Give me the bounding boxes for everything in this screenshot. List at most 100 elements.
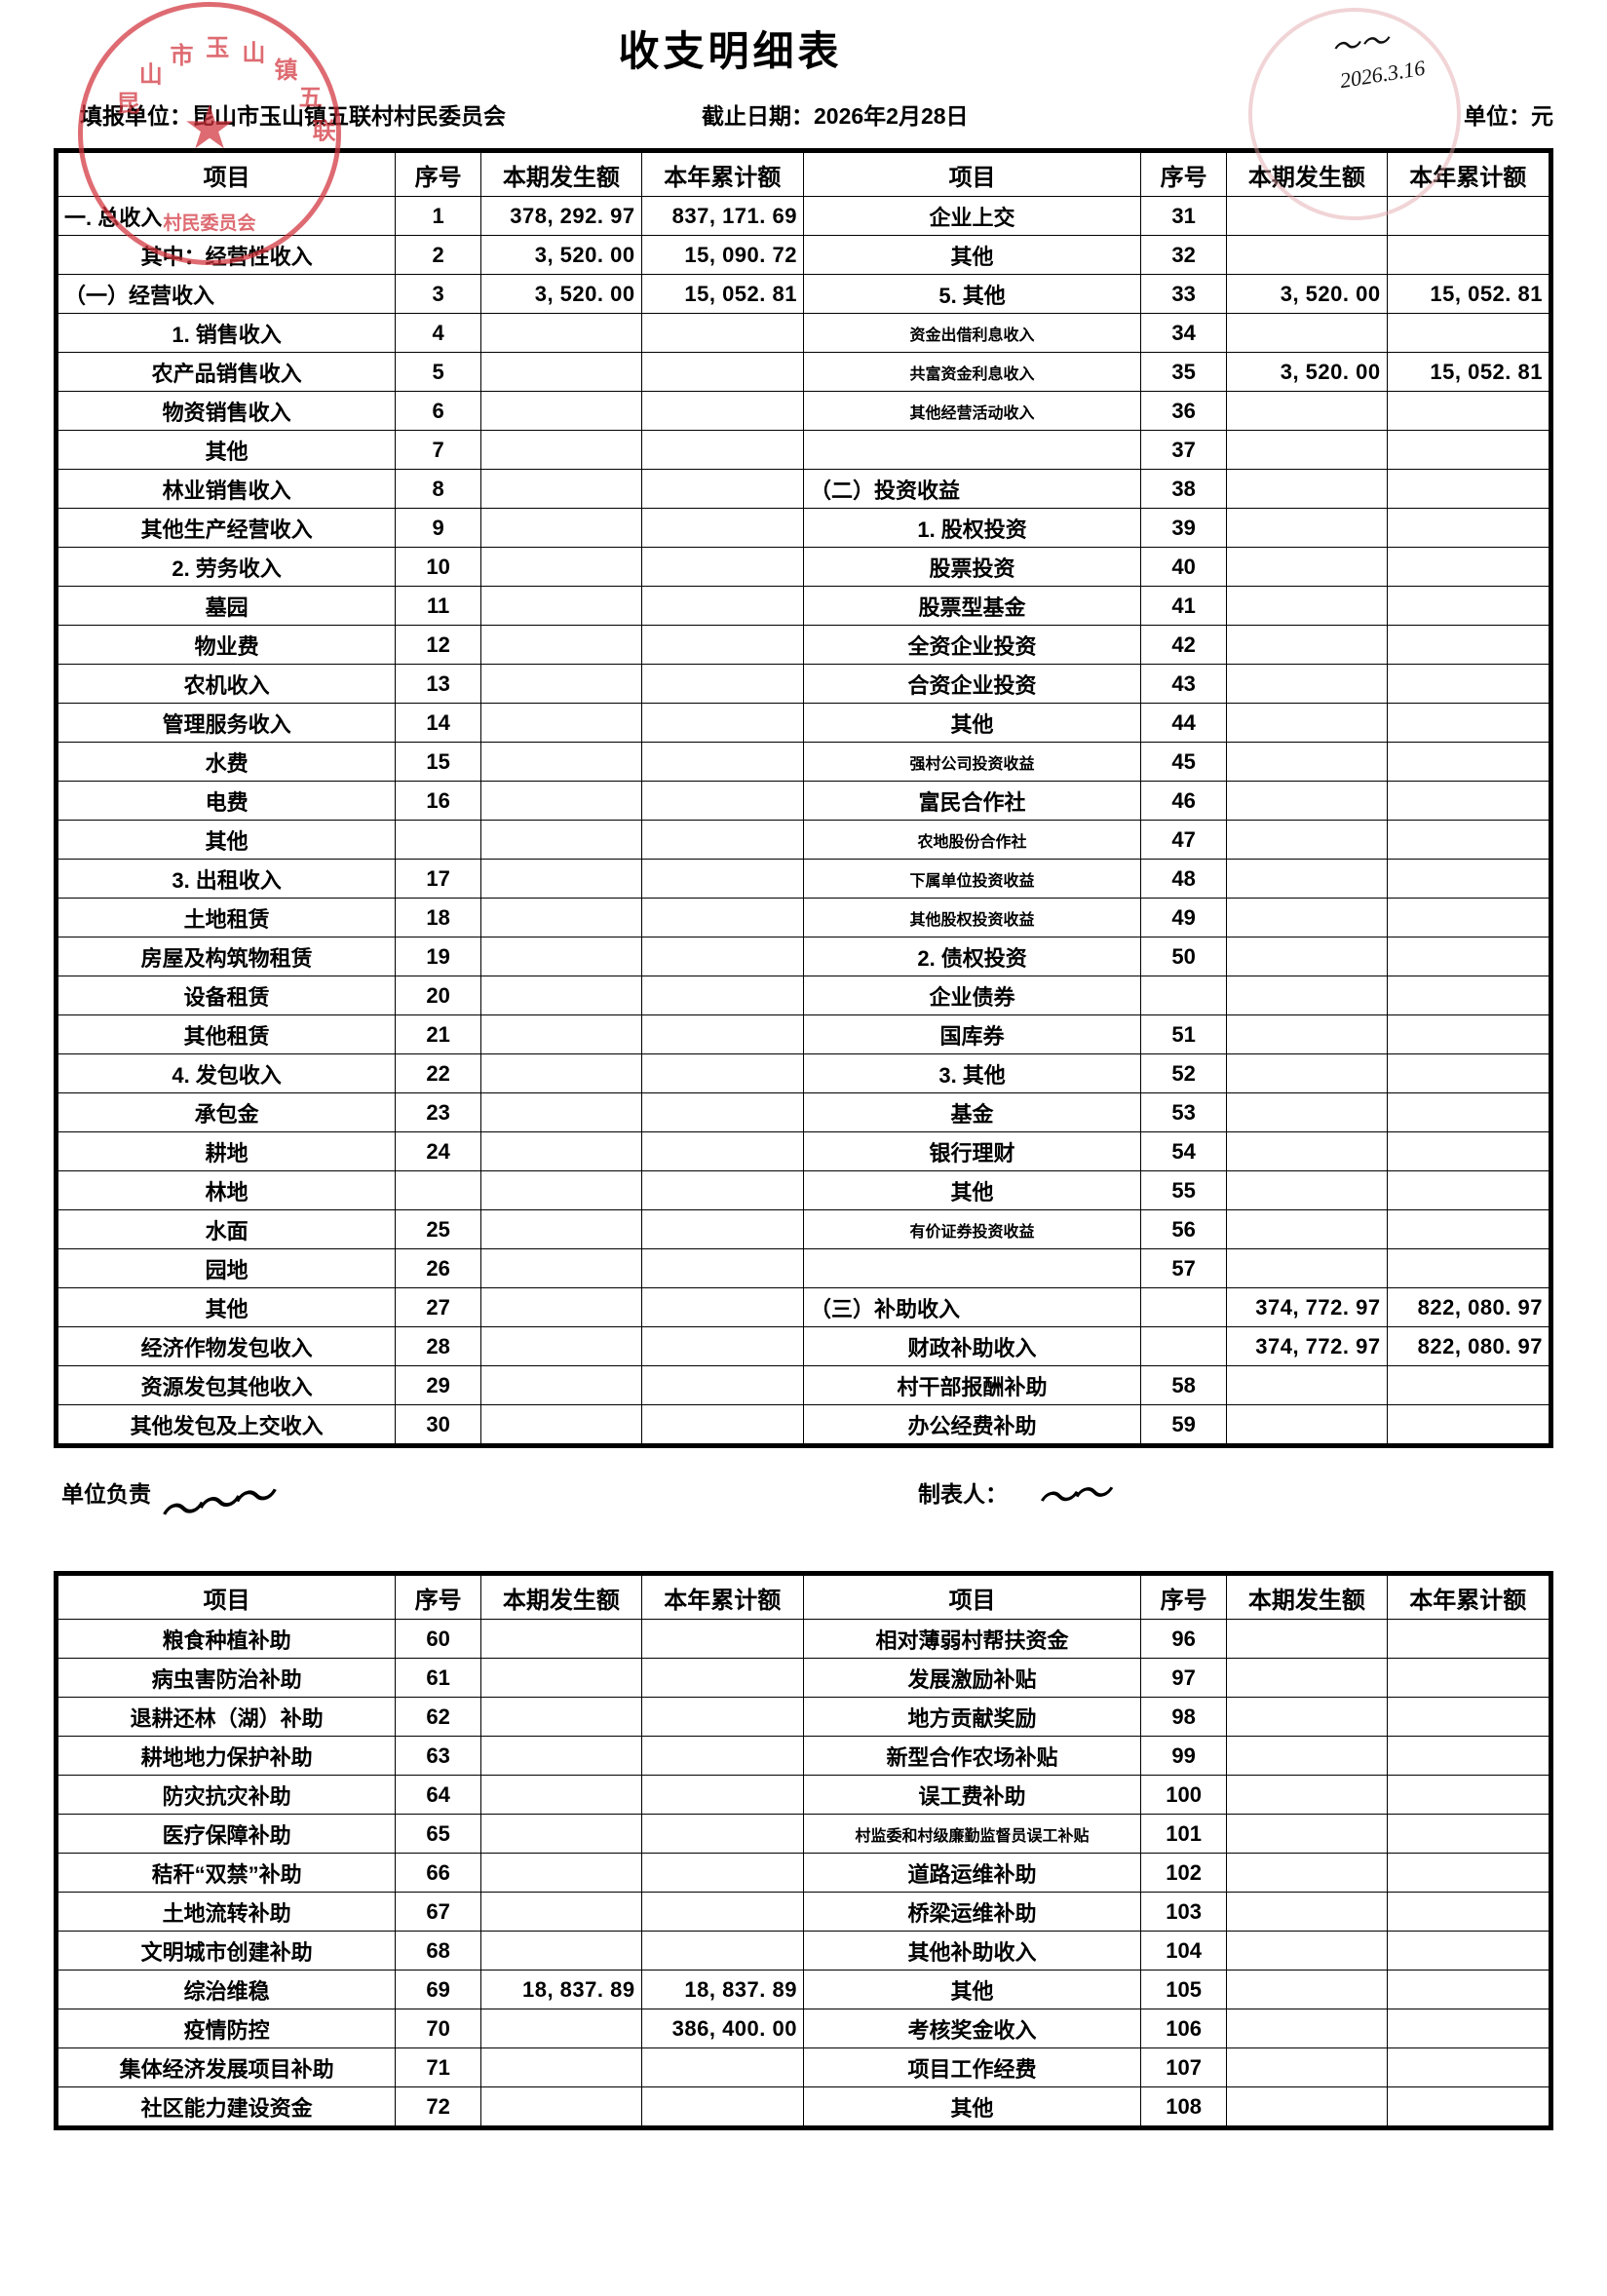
row-current-amount bbox=[1226, 1775, 1388, 1816]
row-sequence-number: 7 bbox=[395, 430, 482, 471]
row-accumulated-amount bbox=[1386, 1092, 1550, 1133]
row-accumulated-amount bbox=[640, 1892, 804, 1932]
row-item-label: 其他发包及上交收入 bbox=[57, 1404, 397, 1445]
row-sequence-number: 105 bbox=[1140, 1970, 1228, 2010]
col-header-no-left: 序号 bbox=[395, 1575, 482, 1621]
table-row: 园地 26 57 bbox=[57, 1248, 1550, 1289]
reporting-unit: 填报单位：昆山市玉山镇五联村村民委员会 bbox=[80, 97, 506, 131]
row-accumulated-amount bbox=[1386, 547, 1550, 588]
row-item-label: 资金出借利息收入 bbox=[802, 313, 1142, 354]
table-row: 房屋及构筑物租赁 19 2. 债权投资 50 bbox=[57, 937, 1550, 977]
row-current-amount bbox=[480, 586, 642, 627]
row-current-amount bbox=[1226, 1619, 1388, 1660]
row-sequence-number: 104 bbox=[1140, 1931, 1228, 1971]
table-row: 土地租赁 18 其他股权投资收益 49 bbox=[57, 898, 1550, 938]
row-item-label: 土地租赁 bbox=[57, 898, 397, 938]
income-detail-table-1-wrapper: 项目 序号 本期发生额 本年累计额 项目 序号 本期发生额 本年累计额 一. 总… bbox=[54, 148, 1553, 1449]
row-current-amount bbox=[1226, 1014, 1388, 1055]
row-sequence-number bbox=[1140, 976, 1228, 1016]
row-item-label: 水费 bbox=[57, 742, 397, 783]
row-accumulated-amount bbox=[1386, 742, 1550, 783]
row-sequence-number: 32 bbox=[1140, 235, 1228, 276]
row-current-amount bbox=[480, 1814, 642, 1855]
row-current-amount bbox=[1226, 937, 1388, 977]
row-sequence-number: 66 bbox=[395, 1853, 482, 1894]
row-accumulated-amount bbox=[1386, 820, 1550, 861]
table-row: 3. 出租收入 17 下属单位投资收益 48 bbox=[57, 859, 1550, 899]
row-sequence-number bbox=[395, 1170, 482, 1211]
row-accumulated-amount bbox=[640, 391, 804, 432]
table-row: 耕地 24 银行理财 54 bbox=[57, 1131, 1550, 1172]
row-sequence-number: 11 bbox=[395, 586, 482, 627]
row-item-label: 1. 销售收入 bbox=[57, 313, 397, 354]
row-current-amount bbox=[480, 1931, 642, 1971]
row-sequence-number: 44 bbox=[1140, 703, 1228, 744]
row-item-label: 办公经费补助 bbox=[802, 1404, 1142, 1445]
row-current-amount bbox=[1226, 1658, 1388, 1699]
row-item-label bbox=[802, 1248, 1142, 1289]
row-sequence-number: 17 bbox=[395, 859, 482, 899]
table-row: 一. 总收入 1 378, 292. 97 837, 171. 69 企业上交 31 bbox=[57, 196, 1550, 237]
row-item-label: 企业上交 bbox=[802, 196, 1142, 237]
table-row: 林业销售收入 8 （二）投资收益 38 bbox=[57, 469, 1550, 510]
row-accumulated-amount bbox=[1386, 1931, 1550, 1971]
row-item-label: 一. 总收入 bbox=[57, 196, 397, 237]
row-accumulated-amount bbox=[1386, 1014, 1550, 1055]
table-1-head: 项目 序号 本期发生额 本年累计额 项目 序号 本期发生额 本年累计额 bbox=[57, 152, 1550, 198]
row-current-amount bbox=[1226, 313, 1388, 354]
row-current-amount bbox=[480, 313, 642, 354]
row-current-amount bbox=[480, 1775, 642, 1816]
row-current-amount bbox=[480, 2086, 642, 2127]
table-row: 其他 农地股份合作社 47 bbox=[57, 820, 1550, 861]
row-current-amount bbox=[480, 1697, 642, 1738]
row-item-label: 村监委和村级廉勤监督员误工补贴 bbox=[802, 1814, 1142, 1855]
row-sequence-number: 10 bbox=[395, 547, 482, 588]
row-accumulated-amount bbox=[640, 352, 804, 393]
row-current-amount bbox=[1226, 1365, 1388, 1406]
row-accumulated-amount bbox=[1386, 625, 1550, 666]
row-accumulated-amount bbox=[1386, 1619, 1550, 1660]
row-sequence-number: 59 bbox=[1140, 1404, 1228, 1445]
row-item-label: 企业债券 bbox=[802, 976, 1142, 1016]
row-current-amount bbox=[1226, 664, 1388, 705]
row-item-label: 强村公司投资收益 bbox=[802, 742, 1142, 783]
row-accumulated-amount bbox=[1386, 976, 1550, 1016]
col-header-item-right: 项目 bbox=[802, 1575, 1142, 1621]
row-item-label: 设备租赁 bbox=[57, 976, 397, 1016]
row-accumulated-amount bbox=[640, 1170, 804, 1211]
row-accumulated-amount bbox=[640, 1209, 804, 1250]
table-row: 其他生产经营收入 9 1. 股权投资 39 bbox=[57, 508, 1550, 549]
row-current-amount: 374, 772. 97 bbox=[1226, 1287, 1388, 1328]
table-row: 综治维稳 69 18, 837. 89 18, 837. 89 其他 105 bbox=[57, 1970, 1550, 2010]
row-item-label: 其他 bbox=[802, 235, 1142, 276]
table-row: 集体经济发展项目补助 71 项目工作经费 107 bbox=[57, 2047, 1550, 2088]
row-current-amount bbox=[1226, 547, 1388, 588]
row-item-label: 其他生产经营收入 bbox=[57, 508, 397, 549]
row-current-amount bbox=[480, 1170, 642, 1211]
row-sequence-number: 102 bbox=[1140, 1853, 1228, 1894]
row-sequence-number: 15 bbox=[395, 742, 482, 783]
table-row: 资源发包其他收入 29 村干部报酬补助 58 bbox=[57, 1365, 1550, 1406]
row-sequence-number: 37 bbox=[1140, 430, 1228, 471]
row-accumulated-amount bbox=[640, 1365, 804, 1406]
row-current-amount bbox=[480, 391, 642, 432]
row-item-label: 银行理财 bbox=[802, 1131, 1142, 1172]
row-current-amount bbox=[480, 1131, 642, 1172]
row-sequence-number: 2 bbox=[395, 235, 482, 276]
row-accumulated-amount bbox=[1386, 1775, 1550, 1816]
row-accumulated-amount: 15, 052. 81 bbox=[1386, 352, 1550, 393]
row-accumulated-amount bbox=[640, 859, 804, 899]
row-current-amount bbox=[1226, 1053, 1388, 1094]
col-header-current-left: 本期发生额 bbox=[480, 152, 642, 198]
row-sequence-number: 5 bbox=[395, 352, 482, 393]
preparer-label: 制表人： bbox=[918, 1481, 1008, 1508]
row-accumulated-amount bbox=[1386, 1209, 1550, 1250]
table-row: 其他 27 （三）补助收入 374, 772. 97 822, 080. 97 bbox=[57, 1287, 1550, 1328]
row-accumulated-amount bbox=[640, 742, 804, 783]
row-sequence-number: 51 bbox=[1140, 1014, 1228, 1055]
table-2-head: 项目 序号 本期发生额 本年累计额 项目 序号 本期发生额 本年累计额 bbox=[57, 1575, 1550, 1621]
row-item-label: 病虫害防治补助 bbox=[57, 1658, 397, 1699]
row-item-label: 其他补助收入 bbox=[802, 1931, 1142, 1971]
row-item-label: 其他 bbox=[57, 1287, 397, 1328]
row-current-amount: 3, 520. 00 bbox=[480, 235, 642, 276]
